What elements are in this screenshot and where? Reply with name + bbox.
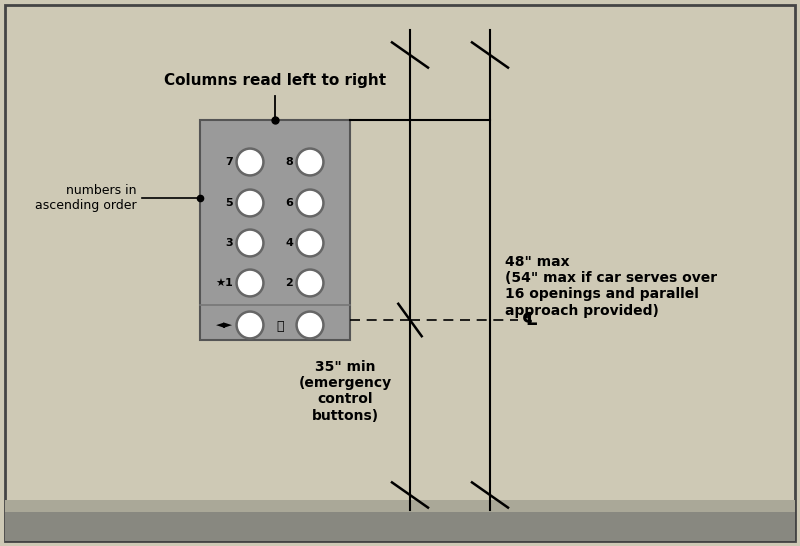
Text: 35" min
(emergency
control
buttons): 35" min (emergency control buttons) [298, 360, 391, 423]
Circle shape [298, 232, 322, 254]
Circle shape [236, 189, 264, 217]
Circle shape [298, 313, 322, 336]
Circle shape [238, 151, 262, 174]
Circle shape [296, 148, 324, 176]
Text: ★1: ★1 [215, 278, 233, 288]
Text: 6: 6 [285, 198, 293, 208]
Circle shape [238, 192, 262, 215]
Bar [5, 500, 795, 512]
Circle shape [236, 269, 264, 297]
Text: 7: 7 [226, 157, 233, 167]
Circle shape [298, 271, 322, 294]
Text: 2: 2 [286, 278, 293, 288]
Circle shape [238, 271, 262, 294]
Text: numbers in
ascending order: numbers in ascending order [35, 184, 137, 212]
Circle shape [236, 311, 264, 339]
Text: ⏰: ⏰ [276, 319, 284, 333]
Circle shape [236, 148, 264, 176]
Circle shape [296, 311, 324, 339]
Text: 5: 5 [226, 198, 233, 208]
Circle shape [298, 151, 322, 174]
Circle shape [298, 192, 322, 215]
Circle shape [296, 229, 324, 257]
Text: Columns read left to right: Columns read left to right [164, 73, 386, 88]
Text: ◄►: ◄► [216, 320, 233, 330]
Bar [5, 500, 795, 541]
Bar [200, 120, 350, 340]
Text: 48" max
(54" max if car serves over
16 openings and parallel
approach provided): 48" max (54" max if car serves over 16 o… [505, 255, 717, 318]
Text: 4: 4 [285, 238, 293, 248]
Text: 8: 8 [286, 157, 293, 167]
Circle shape [238, 232, 262, 254]
Circle shape [238, 313, 262, 336]
Circle shape [296, 269, 324, 297]
Text: ℄: ℄ [522, 311, 538, 329]
Circle shape [296, 189, 324, 217]
Text: 3: 3 [226, 238, 233, 248]
Circle shape [236, 229, 264, 257]
